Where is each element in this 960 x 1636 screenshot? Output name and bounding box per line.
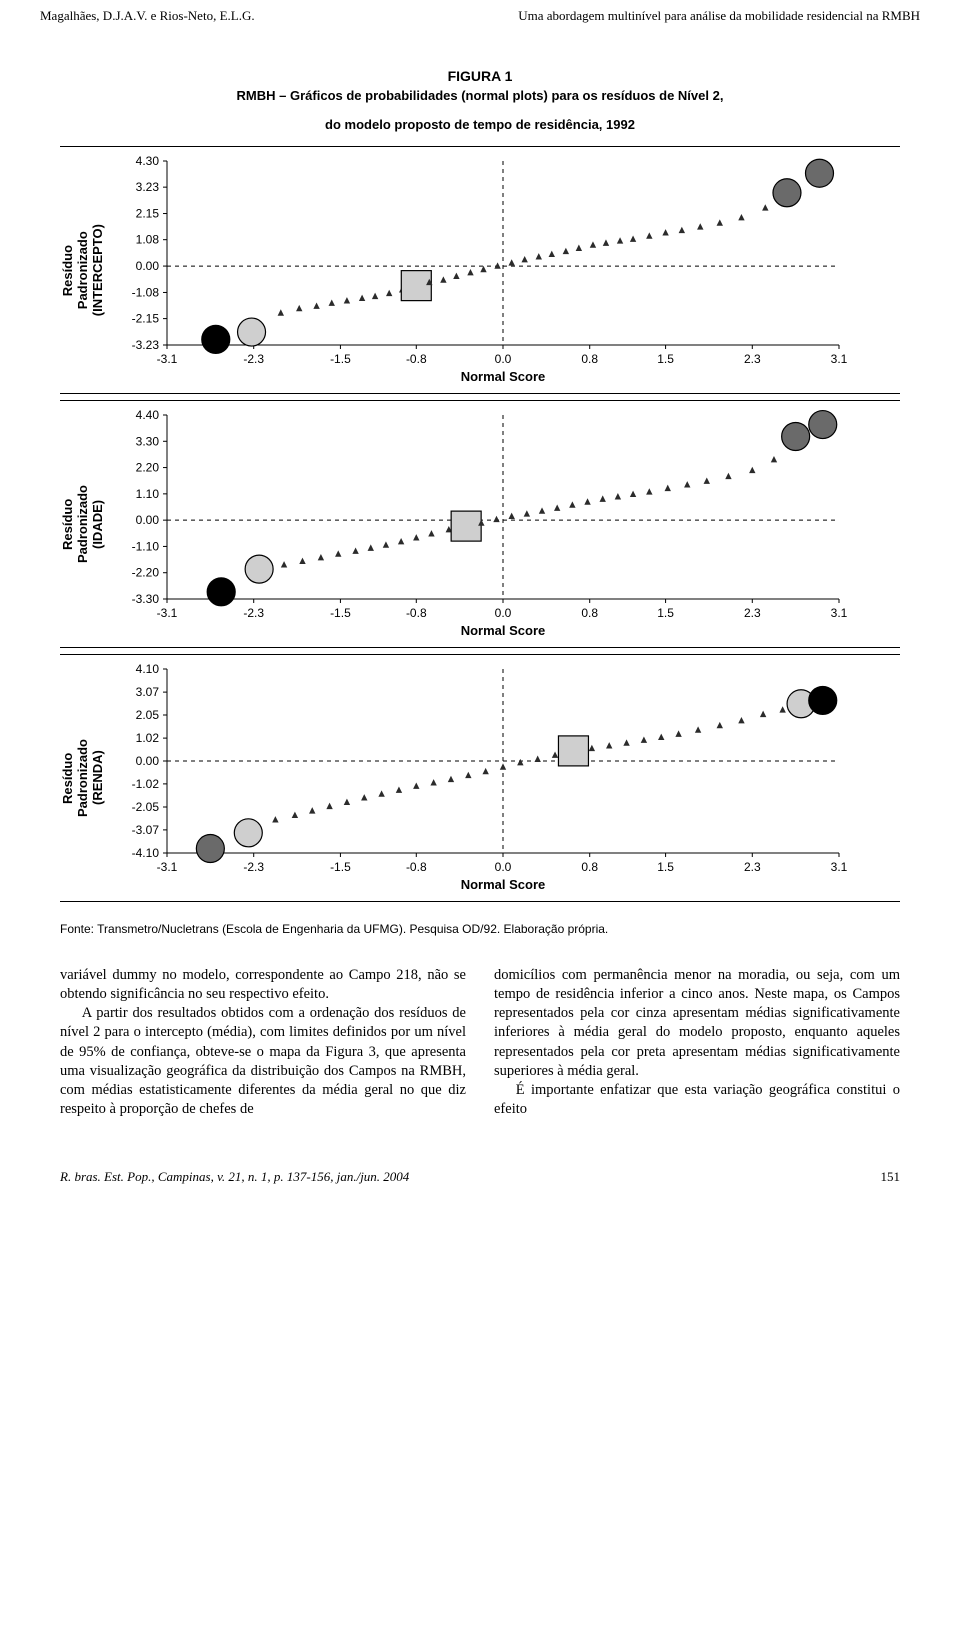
svg-text:-1.5: -1.5 [330,860,351,874]
svg-text:2.3: 2.3 [744,860,761,874]
svg-text:0.00: 0.00 [136,754,160,768]
svg-text:1.08: 1.08 [136,233,160,247]
figure-caption-line1: RMBH – Gráficos de probabilidades (norma… [60,88,900,103]
para-3: domicílios com permanência menor na mora… [494,966,900,1081]
chart-2: ResíduoPadronizado(RENDA) -4.10 -3.07 -2.05… [60,654,900,902]
svg-text:4.30: 4.30 [136,155,160,168]
svg-text:3.1: 3.1 [831,352,848,366]
svg-text:3.07: 3.07 [136,685,160,699]
svg-text:-2.15: -2.15 [132,312,160,326]
svg-text:-3.30: -3.30 [132,592,160,606]
body-text: variável dummy no modelo, correspondente… [0,956,960,1159]
para-4: É importante enfatizar que esta variação… [494,1081,900,1119]
svg-text:Normal Score: Normal Score [461,369,546,384]
plot-2: -4.10 -3.07 -2.05 -1.02 0.00 1.02 2.05 3.07 4.10… [111,663,900,893]
svg-text:-0.8: -0.8 [406,352,427,366]
svg-text:3.1: 3.1 [831,606,848,620]
svg-text:-3.1: -3.1 [157,860,178,874]
svg-text:4.10: 4.10 [136,663,160,676]
svg-text:-3.23: -3.23 [132,338,160,352]
svg-text:1.10: 1.10 [136,487,160,501]
svg-text:-1.10: -1.10 [132,539,160,553]
svg-text:3.1: 3.1 [831,860,848,874]
svg-text:2.05: 2.05 [136,708,160,722]
header-authors: Magalhães, D.J.A.V. e Rios-Neto, E.L.G. [40,8,255,24]
header-title: Uma abordagem multinível para análise da… [518,8,920,24]
svg-text:-4.10: -4.10 [132,846,160,860]
svg-text:-2.05: -2.05 [132,800,160,814]
svg-text:0.8: 0.8 [581,606,598,620]
plot-0: -3.23 -2.15 -1.08 0.00 1.08 2.15 3.23 4.30 -3.1 -… [111,155,900,385]
svg-text:-2.3: -2.3 [243,860,264,874]
svg-text:-2.3: -2.3 [243,606,264,620]
svg-text:-1.02: -1.02 [132,777,160,791]
ylabel-2: ResíduoPadronizado(RENDA) [60,739,105,817]
journal-citation: R. bras. Est. Pop., Campinas, v. 21, n. … [60,1169,409,1185]
svg-text:3.23: 3.23 [136,180,160,194]
charts-container: ResíduoPadronizado(INTERCEPTO) -3.23 -2.15… [60,146,900,902]
svg-text:-1.08: -1.08 [132,285,160,299]
chart-0: ResíduoPadronizado(INTERCEPTO) -3.23 -2.15… [60,146,900,394]
running-header: Magalhães, D.J.A.V. e Rios-Neto, E.L.G. … [0,0,960,28]
svg-text:2.20: 2.20 [136,461,160,475]
svg-text:1.02: 1.02 [136,731,160,745]
page-footer: R. bras. Est. Pop., Campinas, v. 21, n. … [0,1159,960,1205]
svg-text:2.3: 2.3 [744,606,761,620]
svg-text:0.0: 0.0 [495,352,512,366]
svg-text:4.40: 4.40 [136,409,160,422]
ylabel-0: ResíduoPadronizado(INTERCEPTO) [60,224,105,316]
chart-1: ResíduoPadronizado(IDADE) -3.30 -2.20 -1.10… [60,400,900,648]
svg-text:-2.20: -2.20 [132,566,160,580]
svg-text:Normal Score: Normal Score [461,877,546,892]
svg-text:2.15: 2.15 [136,207,160,221]
svg-text:-1.5: -1.5 [330,606,351,620]
figure-1: FIGURA 1 RMBH – Gráficos de probabilidad… [0,28,960,918]
para-2: A partir dos resultados obtidos com a or… [60,1004,466,1119]
svg-text:-3.1: -3.1 [157,606,178,620]
svg-text:0.0: 0.0 [495,606,512,620]
figure-caption-line2: do modelo proposto de tempo de residênci… [60,117,900,132]
svg-text:-0.8: -0.8 [406,860,427,874]
column-right: domicílios com permanência menor na mora… [494,966,900,1119]
ylabel-1: ResíduoPadronizado(IDADE) [60,485,105,563]
svg-text:-1.5: -1.5 [330,352,351,366]
svg-text:-2.3: -2.3 [243,352,264,366]
svg-text:2.3: 2.3 [744,352,761,366]
svg-text:0.0: 0.0 [495,860,512,874]
svg-text:Normal Score: Normal Score [461,623,546,638]
svg-text:1.5: 1.5 [657,352,674,366]
plot-1: -3.30 -2.20 -1.10 0.00 1.10 2.20 3.30 4.40 -3.1 -… [111,409,900,639]
svg-text:-3.1: -3.1 [157,352,178,366]
svg-text:1.5: 1.5 [657,606,674,620]
svg-text:-0.8: -0.8 [406,606,427,620]
figure-number: FIGURA 1 [60,68,900,84]
figure-source: Fonte: Transmetro/Nucletrans (Escola de … [0,918,960,956]
column-left: variável dummy no modelo, correspondente… [60,966,466,1119]
svg-text:3.30: 3.30 [136,434,160,448]
svg-text:0.8: 0.8 [581,860,598,874]
svg-text:-3.07: -3.07 [132,823,160,837]
page-number: 151 [881,1169,901,1185]
svg-text:0.8: 0.8 [581,352,598,366]
svg-text:0.00: 0.00 [136,259,160,273]
svg-text:0.00: 0.00 [136,513,160,527]
svg-text:1.5: 1.5 [657,860,674,874]
para-1: variável dummy no modelo, correspondente… [60,966,466,1004]
